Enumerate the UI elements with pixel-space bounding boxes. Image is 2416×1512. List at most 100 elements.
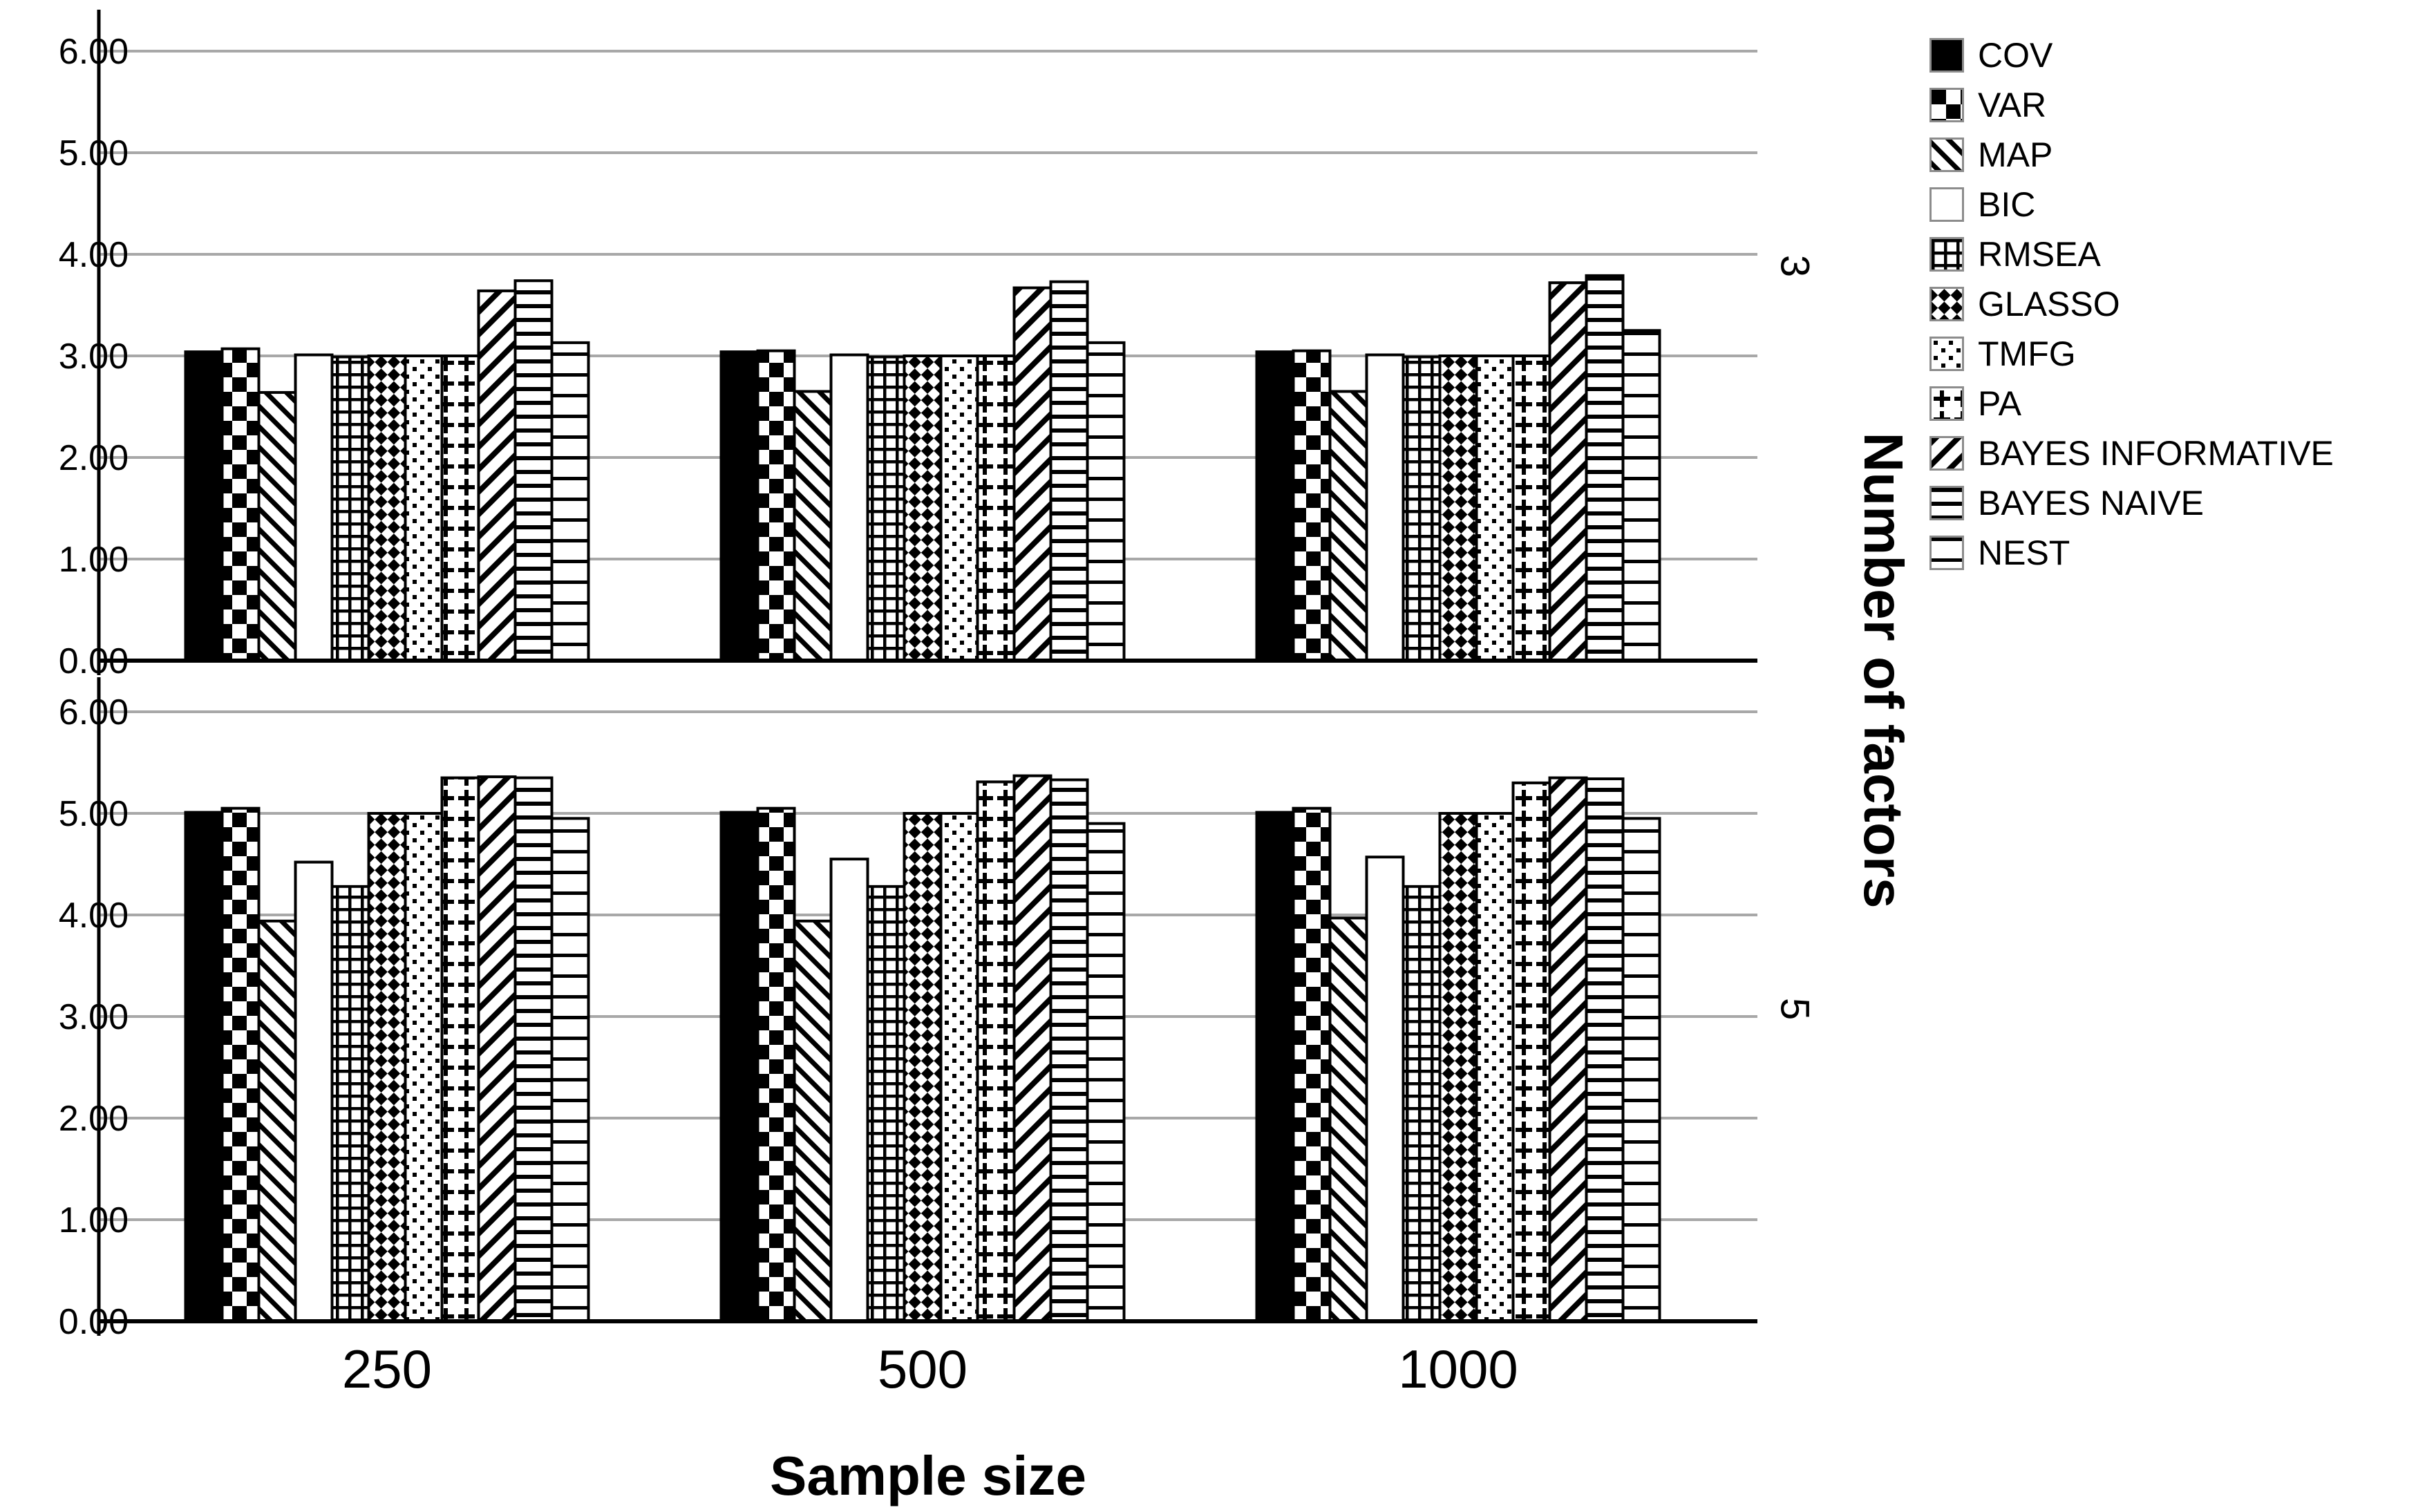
legend-item-bic: BIC (1929, 185, 2334, 224)
legend-item-tmfg: TMFG (1929, 334, 2334, 373)
bar-cov-1000 (1255, 350, 1295, 662)
y-axis-tick-label: 4.00 (59, 235, 129, 275)
bar-nest-1000 (1621, 817, 1661, 1323)
bar-cov-500 (719, 350, 759, 662)
bar-var-250 (220, 806, 261, 1323)
bar-bayes-naive-1000 (1585, 777, 1625, 1323)
legend: COV VAR MAP BIC RMSEA GLASSO TMFG PA BAYES INFOR… (1929, 36, 2334, 587)
legend-swatch-horizontal-stripes-dense-icon (1929, 486, 1964, 520)
facet-label-5: 5 (1772, 997, 1818, 1021)
legend-item-glasso: GLASSO (1929, 285, 2334, 323)
bar-bic-1000 (1365, 856, 1405, 1323)
bar-pa-250 (440, 776, 480, 1323)
legend-item-cov: COV (1929, 36, 2334, 75)
bar-cov-500 (719, 811, 759, 1323)
bar-rmsea-250 (330, 885, 370, 1323)
bar-var-500 (756, 349, 796, 662)
legend-item-map: MAP (1929, 135, 2334, 174)
bar-map-500 (793, 390, 833, 662)
legend-item-nest: NEST (1929, 533, 2334, 572)
bar-rmsea-1000 (1402, 355, 1442, 662)
y-axis-tick-label: 6.00 (59, 32, 129, 72)
bar-bic-500 (829, 353, 869, 663)
legend-swatch-diamond-checker-icon (1929, 287, 1964, 321)
legend-item-var: VAR (1929, 86, 2334, 124)
bar-var-1000 (1292, 806, 1332, 1323)
bar-tmfg-500 (939, 355, 979, 662)
x-axis-title: Sample size (769, 1445, 1087, 1506)
bar-glasso-1000 (1438, 812, 1478, 1323)
bar-glasso-250 (367, 355, 407, 662)
bar-cov-250 (184, 350, 224, 662)
legend-item-bayes-informative: BAYES INFORMATIVE (1929, 434, 2334, 473)
bar-tmfg-250 (404, 812, 444, 1323)
right-axis-title: Number of factors (1853, 432, 1914, 909)
bar-pa-500 (976, 780, 1016, 1323)
bar-map-250 (257, 919, 297, 1323)
bar-bayes-informative-500 (1012, 774, 1053, 1323)
y-axis-tick-label: 4.00 (59, 896, 129, 936)
bar-cov-1000 (1255, 811, 1295, 1323)
bar-bayes-informative-1000 (1548, 281, 1588, 663)
bar-glasso-500 (903, 812, 943, 1323)
legend-label: BAYES NAIVE (1978, 484, 2204, 522)
bar-glasso-500 (903, 355, 943, 662)
y-axis-tick-label: 3.00 (59, 997, 129, 1037)
bar-nest-250 (550, 341, 590, 662)
bar-var-500 (756, 806, 796, 1323)
legend-label: TMFG (1978, 334, 2076, 373)
bar-map-1000 (1328, 916, 1368, 1323)
bar-bic-250 (294, 353, 334, 663)
bar-tmfg-1000 (1475, 812, 1515, 1323)
legend-swatch-diagonal-slash-icon (1929, 436, 1964, 471)
legend-item-rmsea: RMSEA (1929, 237, 2334, 272)
bar-var-250 (220, 347, 261, 662)
bar-cov-250 (184, 811, 224, 1323)
legend-label: BAYES INFORMATIVE (1978, 434, 2334, 473)
bar-rmsea-1000 (1402, 885, 1442, 1323)
y-axis-tick-label: 2.00 (59, 438, 129, 478)
x-axis-tick-label: 250 (342, 1339, 432, 1399)
legend-swatch-solid-black-icon (1929, 38, 1964, 73)
bar-bayes-informative-1000 (1548, 776, 1588, 1323)
legend-label: MAP (1978, 135, 2053, 174)
bar-bayes-informative-250 (477, 775, 517, 1323)
y-axis-tick-label: 3.00 (59, 337, 129, 377)
bar-bayes-naive-250 (513, 776, 554, 1323)
legend-label: COV (1978, 36, 2053, 75)
legend-label: GLASSO (1978, 285, 2120, 323)
bar-rmsea-500 (866, 355, 906, 662)
legend-item-pa: PA (1929, 384, 2334, 423)
y-axis-tick-label: 6.00 (59, 692, 129, 733)
bar-pa-1000 (1511, 781, 1551, 1323)
x-axis-tick-label: 500 (878, 1339, 968, 1399)
legend-label: PA (1978, 384, 2021, 423)
bar-bic-1000 (1365, 353, 1405, 663)
bar-bayes-naive-250 (513, 279, 554, 663)
x-axis-tick-label: 1000 (1398, 1339, 1518, 1399)
bar-glasso-250 (367, 812, 407, 1323)
bar-nest-1000 (1621, 329, 1661, 662)
bar-tmfg-1000 (1475, 355, 1515, 662)
bar-bayes-informative-500 (1012, 286, 1053, 662)
bar-pa-1000 (1511, 355, 1551, 662)
legend-label: VAR (1978, 86, 2047, 124)
legend-swatch-checkerboard-icon (1929, 88, 1964, 122)
bar-tmfg-250 (404, 355, 444, 662)
bar-pa-250 (440, 355, 480, 662)
bar-rmsea-250 (330, 355, 370, 662)
bar-map-1000 (1328, 390, 1368, 662)
bar-map-250 (257, 390, 297, 662)
bar-nest-500 (1086, 822, 1126, 1323)
legend-swatch-plain-white-icon (1929, 187, 1964, 222)
y-axis-tick-label: 5.00 (59, 133, 129, 173)
bar-pa-500 (976, 355, 1016, 662)
bar-nest-250 (550, 817, 590, 1323)
bar-map-500 (793, 919, 833, 1323)
bar-rmsea-500 (866, 885, 906, 1323)
legend-label: BIC (1978, 185, 2036, 224)
bar-glasso-1000 (1438, 355, 1478, 662)
y-axis-tick-label: 5.00 (59, 794, 129, 834)
y-axis-tick-label: 2.00 (59, 1099, 129, 1139)
legend-label: NEST (1978, 533, 2070, 572)
